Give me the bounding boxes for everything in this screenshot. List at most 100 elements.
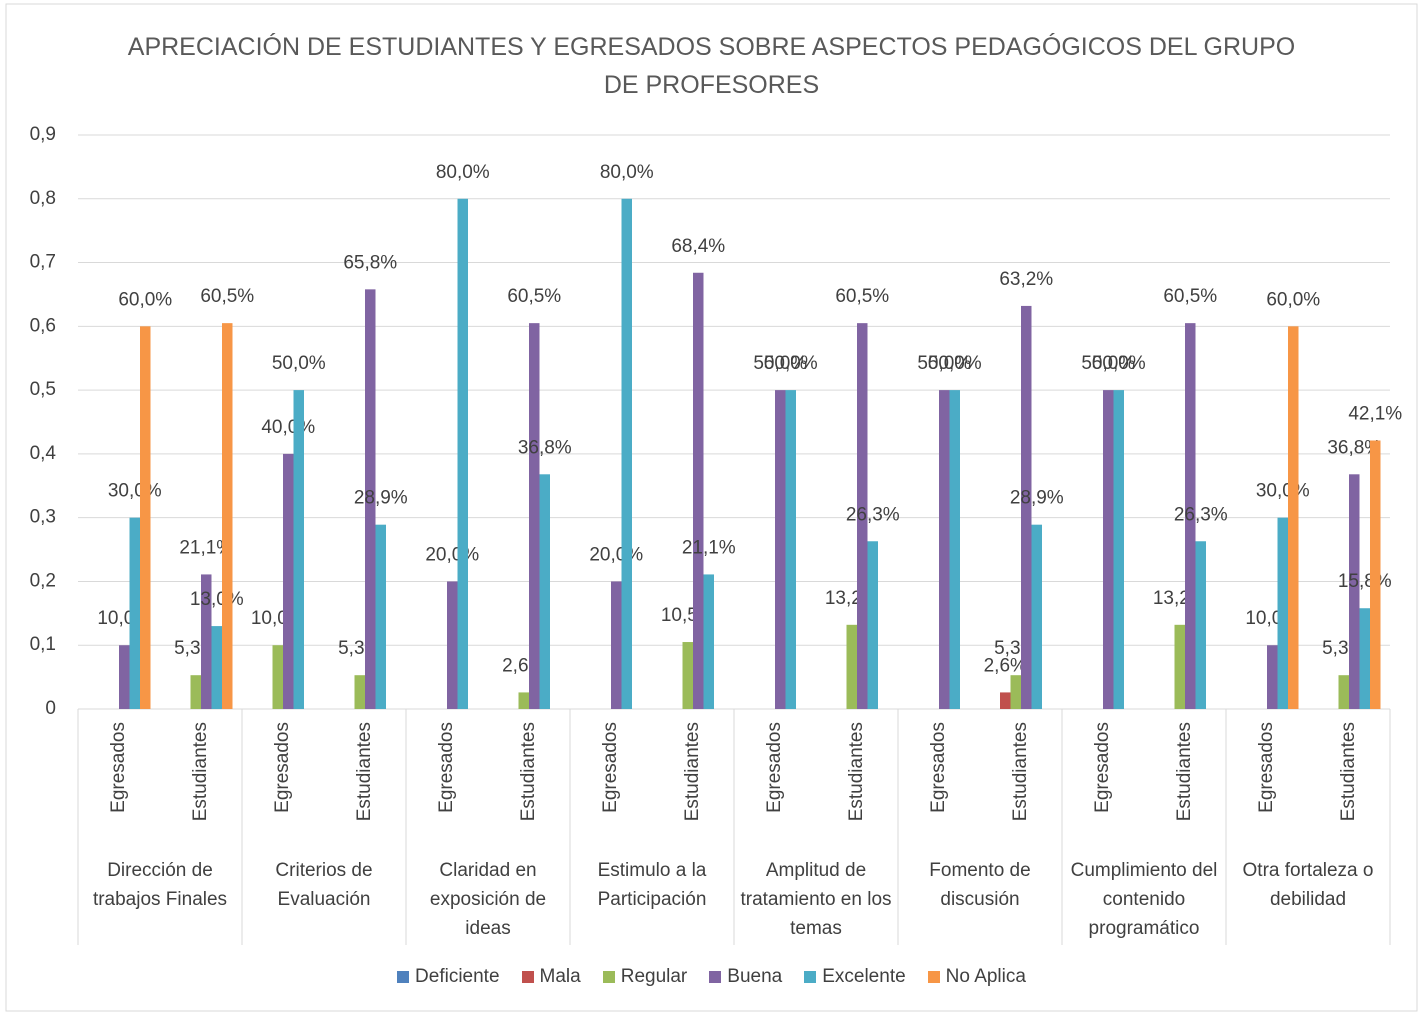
y-tick-label: 0,1 — [30, 634, 56, 655]
bar — [1195, 541, 1206, 709]
data-label: 20,0% — [425, 544, 479, 565]
bar — [775, 390, 786, 709]
legend-swatch — [927, 971, 940, 983]
bar — [354, 675, 365, 709]
legend-item: Buena — [709, 966, 782, 988]
group-label: Cumplimiento del contenido programático — [1070, 860, 1218, 939]
bar — [1288, 326, 1299, 709]
legend-item: Mala — [521, 966, 581, 988]
x-tick-label: Egresados — [272, 722, 293, 813]
bar — [1000, 692, 1011, 709]
legend-item: Regular — [602, 966, 688, 988]
data-label: 60,5% — [835, 286, 889, 307]
data-label: 26,3% — [1174, 504, 1228, 525]
x-tick-label: Egresados — [1256, 722, 1277, 813]
y-tick-label: 0,7 — [30, 252, 56, 273]
bar — [1103, 390, 1114, 709]
x-tick-label: Egresados — [1092, 722, 1113, 813]
bar — [621, 198, 632, 709]
group-label: Amplitud de tratamiento en los temas — [740, 860, 892, 939]
y-tick-label: 0,5 — [30, 379, 56, 400]
bar — [222, 323, 233, 709]
data-label: 30,0% — [108, 481, 162, 502]
bar — [1021, 305, 1032, 709]
data-label: 60,0% — [118, 289, 172, 310]
legend-swatch — [602, 971, 615, 983]
bar — [1010, 675, 1021, 709]
bar — [1113, 390, 1124, 709]
x-tick-label: Estudiantes — [1174, 722, 1195, 821]
bar — [682, 642, 693, 709]
bar — [539, 474, 550, 709]
y-tick-label: 0,8 — [30, 188, 56, 209]
data-label: 60,5% — [507, 286, 561, 307]
bar — [1277, 517, 1288, 709]
bar — [1174, 624, 1185, 709]
bar — [693, 272, 704, 709]
bar — [867, 541, 878, 709]
y-tick-label: 0,4 — [30, 443, 57, 464]
legend-label: Regular — [620, 966, 688, 987]
y-tick-label: 0,9 — [30, 124, 56, 145]
data-label: 20,0% — [589, 544, 643, 565]
data-label: 36,8% — [1327, 437, 1381, 458]
y-tick-label: 0,2 — [30, 570, 56, 591]
x-tick-label: Estudiantes — [354, 722, 375, 821]
legend: Deficiente Mala Regular Buena Excelente No Ap… — [0, 966, 1423, 988]
group-label: Fomento de discusión — [929, 860, 1031, 910]
data-label: 80,0% — [436, 162, 490, 183]
bar — [272, 645, 283, 709]
data-label: 30,0% — [1256, 481, 1310, 502]
y-tick-label: 0 — [45, 698, 56, 719]
data-label: 50,0% — [928, 353, 982, 374]
x-tick-label: Egresados — [436, 722, 457, 813]
data-label: 36,8% — [518, 437, 572, 458]
data-label: 13,0% — [190, 589, 244, 610]
data-label: 65,8% — [343, 252, 397, 273]
data-label: 63,2% — [999, 269, 1053, 290]
legend-label: Excelente — [822, 966, 906, 987]
bar — [447, 581, 458, 709]
data-label: 50,0% — [917, 353, 971, 374]
bar — [211, 626, 222, 709]
legend-label: Buena — [727, 966, 783, 987]
bar — [201, 574, 212, 709]
bar — [119, 645, 130, 709]
x-tick-label: Estudiantes — [1338, 722, 1359, 821]
bar — [375, 524, 386, 709]
bar — [846, 624, 857, 709]
legend-item: Deficiente — [397, 966, 500, 988]
x-tick-label: Egresados — [108, 722, 129, 813]
data-label: 42,1% — [1348, 404, 1402, 425]
bar — [785, 390, 796, 709]
data-label: 50,0% — [272, 353, 326, 374]
legend-swatch — [397, 971, 410, 983]
bar — [140, 326, 151, 709]
group-label: Claridad en exposición de ideas — [429, 860, 547, 939]
bar — [365, 289, 376, 709]
bar — [190, 675, 201, 709]
x-tick-label: Egresados — [928, 722, 949, 813]
chart-title: APRECIACIÓN DE ESTUDIANTES Y EGRESADOS S… — [127, 33, 1296, 99]
data-label: 50,0% — [1092, 353, 1146, 374]
chart-border — [5, 3, 1418, 1012]
bar — [529, 323, 540, 709]
data-label: 15,8% — [1338, 571, 1392, 592]
data-label: 28,9% — [354, 488, 408, 509]
bar — [857, 323, 868, 709]
bar — [283, 453, 294, 709]
data-label: 40,0% — [261, 417, 315, 438]
legend-swatch — [804, 971, 817, 983]
group-label: Estimulo a la Participación — [597, 860, 707, 910]
y-tick-label: 0,6 — [30, 315, 56, 336]
x-tick-label: Estudiantes — [190, 722, 211, 821]
bar — [129, 517, 140, 709]
data-label: 2,6% — [984, 655, 1027, 676]
bar — [1349, 474, 1360, 709]
x-tick-label: Estudiantes — [1010, 722, 1031, 821]
data-label: 80,0% — [600, 162, 654, 183]
bar — [1031, 524, 1042, 709]
bar — [1359, 608, 1370, 709]
